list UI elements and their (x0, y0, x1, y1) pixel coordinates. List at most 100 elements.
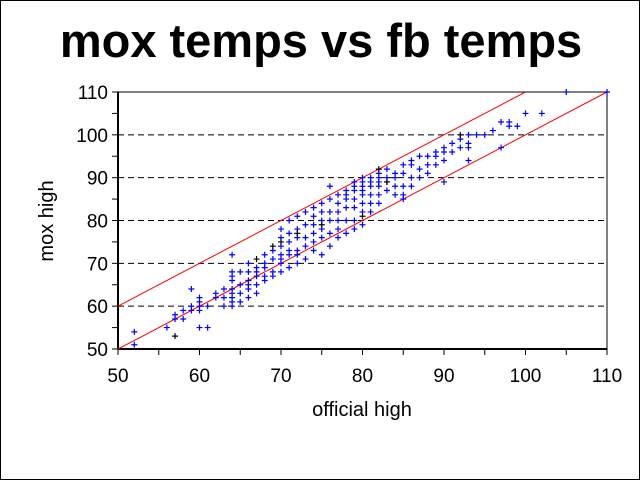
data-point-black (294, 230, 301, 237)
data-point-blue (318, 208, 325, 215)
y-tick-label: 60 (87, 297, 108, 318)
data-point-blue (318, 200, 325, 207)
data-point-blue (359, 174, 366, 181)
data-point-blue (237, 281, 244, 288)
data-point-blue (538, 110, 545, 117)
data-point-blue (408, 174, 415, 181)
data-point-blue (310, 230, 317, 237)
data-point-blue (204, 303, 211, 310)
data-point-blue (310, 204, 317, 211)
data-point-blue (253, 281, 260, 288)
data-point-blue (335, 226, 342, 233)
data-point-blue (220, 294, 227, 301)
data-point-blue (326, 243, 333, 250)
data-point-blue (204, 324, 211, 331)
data-point-blue (278, 226, 284, 233)
data-point-blue (286, 264, 293, 271)
data-point-blue (392, 170, 399, 177)
data-point-blue (180, 307, 187, 314)
data-point-blue (335, 234, 342, 241)
data-point-blue (310, 221, 317, 228)
data-point-blue (253, 290, 260, 297)
data-point-blue (335, 191, 342, 198)
data-point-blue (253, 264, 260, 271)
data-point-blue (351, 226, 358, 233)
data-point-blue (335, 200, 342, 207)
data-point-blue (286, 217, 293, 224)
y-tick-label: 90 (87, 169, 108, 190)
data-point-blue (286, 247, 293, 254)
data-point-blue (302, 208, 309, 215)
data-point-blue (351, 204, 358, 211)
data-point-blue (326, 230, 333, 237)
data-point-blue (343, 217, 350, 224)
data-point-blue (318, 234, 325, 241)
data-point-blue (229, 268, 236, 275)
data-point-blue (245, 260, 252, 267)
x-tick-label: 50 (107, 366, 128, 387)
data-point-black (375, 166, 382, 173)
y-axis-label: mox high (36, 180, 58, 261)
data-point-black (359, 213, 366, 220)
data-point-blue (351, 196, 358, 203)
data-point-blue (261, 260, 268, 267)
data-point-blue (351, 217, 358, 224)
data-point-blue (269, 268, 276, 275)
data-point-blue (196, 324, 203, 331)
data-point-blue (172, 311, 179, 318)
data-point-blue (237, 298, 244, 305)
data-point-blue (302, 256, 309, 263)
data-point-blue (400, 191, 407, 198)
y-tick-label: 70 (87, 254, 108, 275)
data-point-blue (359, 200, 366, 207)
data-point-blue (383, 187, 390, 194)
data-point-blue (400, 183, 407, 190)
data-point-blue (563, 89, 570, 95)
data-point-blue (286, 238, 293, 245)
data-point-blue (408, 157, 415, 164)
y-tick-label: 110 (78, 83, 108, 104)
data-point-blue (310, 247, 317, 254)
data-point-blue (343, 204, 350, 211)
x-tick-label: 100 (510, 366, 542, 387)
data-point-blue (310, 213, 317, 220)
data-point-blue (441, 157, 447, 164)
data-point-blue (302, 234, 309, 241)
data-point-blue (514, 123, 521, 130)
data-point-blue (326, 183, 333, 190)
data-point-black (172, 333, 179, 340)
data-point-black (318, 221, 325, 228)
data-point-black (269, 243, 276, 250)
data-point-blue (392, 183, 399, 190)
data-point-blue (392, 191, 399, 198)
data-point-blue (188, 286, 195, 293)
data-point-blue (245, 294, 252, 301)
data-point-blue (449, 140, 456, 147)
data-point-blue (343, 230, 350, 237)
data-point-blue (465, 131, 472, 138)
data-point-blue (245, 268, 252, 275)
data-point-blue (294, 213, 301, 220)
data-point-blue (375, 191, 382, 198)
data-point-blue (441, 144, 447, 151)
data-point-blue (481, 131, 488, 138)
data-point-blue (465, 157, 472, 164)
data-point-blue (286, 230, 293, 237)
data-point-blue (416, 174, 423, 181)
data-point-blue (367, 191, 374, 198)
y-tick-label: 80 (87, 212, 108, 233)
data-point-blue (498, 144, 505, 151)
data-point-blue (310, 238, 317, 245)
data-point-blue (180, 316, 187, 323)
data-point-blue (245, 277, 252, 284)
data-point-blue (375, 200, 382, 207)
data-point-blue (424, 153, 431, 160)
data-point-blue (351, 178, 358, 185)
data-point-blue (408, 183, 415, 190)
data-point-blue (367, 200, 374, 207)
data-point-blue (229, 251, 236, 258)
data-point-blue (489, 127, 496, 134)
x-axis-label: official high (312, 399, 412, 421)
